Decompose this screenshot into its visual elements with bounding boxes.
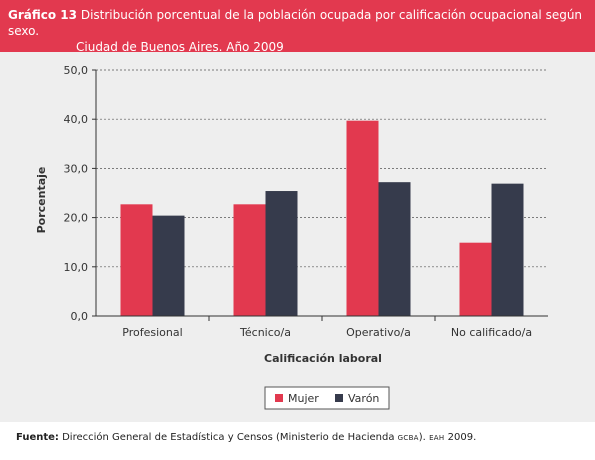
legend-label: Varón xyxy=(348,392,379,405)
chart-title-line-1: Gráfico 13 Distribución porcentual de la… xyxy=(8,7,595,39)
axes xyxy=(92,69,548,321)
x-tick-label: Operativo/a xyxy=(346,326,411,339)
x-tick-label: No calificado/a xyxy=(451,326,532,339)
source-label: Fuente: xyxy=(16,432,59,443)
bar xyxy=(459,242,492,316)
chart-title: Distribución porcentual de la población … xyxy=(8,8,583,38)
source-text-close: ). xyxy=(418,432,426,443)
x-axis-tick-labels: Profesional Técnico/a Operativo/a No califi… xyxy=(122,326,532,339)
legend-box xyxy=(264,386,390,410)
y-axis-tick-labels: 0,0 10,0 20,0 30,0 40,0 50,0 xyxy=(64,64,89,323)
bar xyxy=(120,204,153,316)
chart-subtitle: Ciudad de Buenos Aires. Año 2009 xyxy=(76,40,284,54)
source-survey: EAH xyxy=(429,434,445,442)
bar xyxy=(265,191,298,316)
legend-label: Mujer xyxy=(288,392,319,405)
bar xyxy=(346,120,379,317)
legend-swatch xyxy=(335,394,343,402)
x-axis-label: Calificación laboral xyxy=(264,352,382,365)
y-axis-label: Porcentaje xyxy=(35,167,48,234)
source-text: Dirección General de Estadística y Censo… xyxy=(62,432,395,443)
figure-label: Gráfico 13 xyxy=(8,8,77,22)
bar xyxy=(378,182,411,316)
chart-panel: 0,0 10,0 20,0 30,0 40,0 50,0 Profesional Técni… xyxy=(0,52,595,422)
legend-swatch xyxy=(275,394,283,402)
y-tick-label: 0,0 xyxy=(71,310,89,323)
bar-chart: 0,0 10,0 20,0 30,0 40,0 50,0 Profesional Técni… xyxy=(35,64,548,410)
legend: Mujer Varón xyxy=(264,386,390,410)
bars xyxy=(120,120,524,317)
y-tick-label: 30,0 xyxy=(64,162,89,175)
x-tick-label: Técnico/a xyxy=(239,326,291,339)
bar xyxy=(152,215,185,316)
chart-header: Gráfico 13 Distribución porcentual de la… xyxy=(0,0,595,54)
bar xyxy=(233,204,266,316)
bar xyxy=(491,183,524,316)
source-footer: Fuente: Dirección General de Estadística… xyxy=(0,422,595,460)
source-org: GCBA xyxy=(397,434,419,442)
y-tick-label: 20,0 xyxy=(64,212,89,225)
y-tick-label: 10,0 xyxy=(64,261,89,274)
y-tick-label: 40,0 xyxy=(64,113,89,126)
source-year: 2009. xyxy=(447,432,477,443)
x-tick-label: Profesional xyxy=(122,326,182,339)
y-tick-label: 50,0 xyxy=(64,64,89,77)
